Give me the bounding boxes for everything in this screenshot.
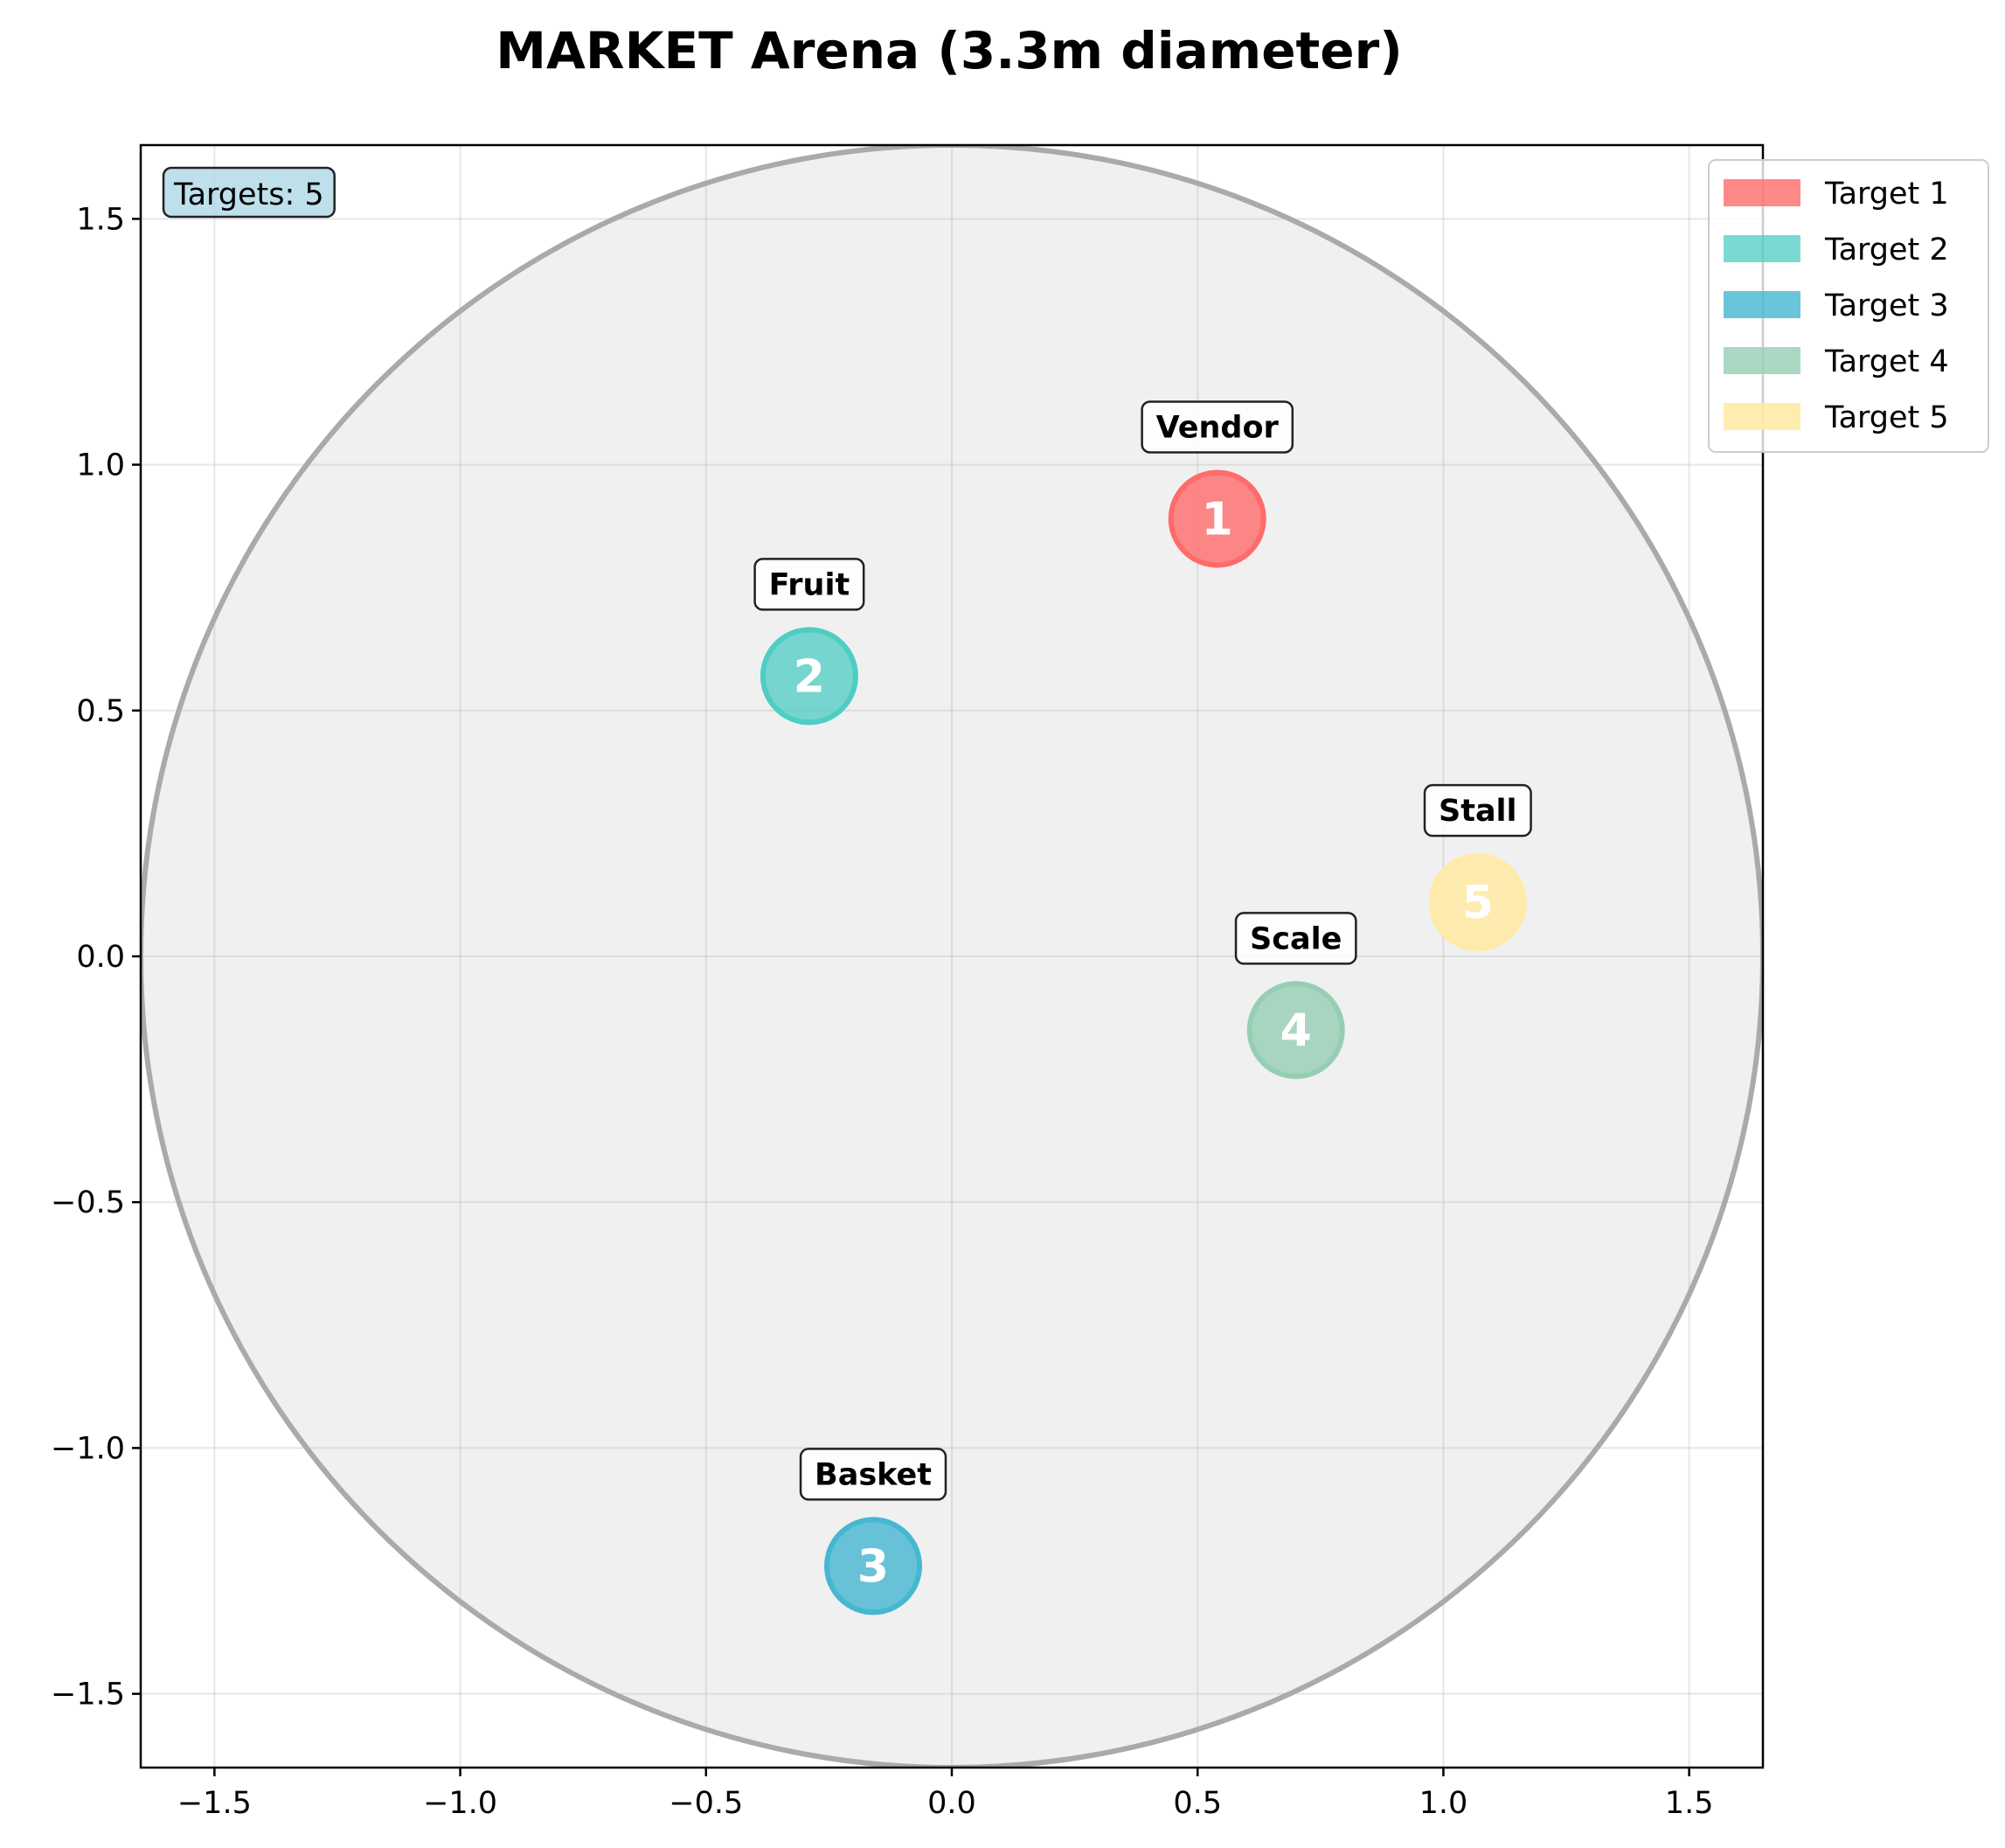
target-count-badge: Targets: 5 [162,166,336,219]
x-tick-label: 1.5 [1665,1786,1714,1821]
target-5: 5 Stall [1423,783,1532,952]
target-marker [1168,469,1266,568]
target-label-text: Basket [815,1457,932,1492]
target-label: Fruit [753,558,865,611]
target-label: Scale [1234,912,1357,965]
target-label-box [1234,912,1357,965]
target-1: 1 Vendor [1141,400,1294,568]
x-tick-label: 1.0 [1419,1786,1468,1821]
legend-swatch [1724,347,1800,374]
y-tick-label: −1.0 [51,1431,125,1466]
y-tick-label: −0.5 [51,1185,125,1220]
legend-label: Target 2 [1824,233,1949,267]
target-label: Stall [1423,783,1532,837]
legend-label: Target 1 [1824,177,1949,212]
y-tick-label: 0.5 [76,694,125,729]
target-3: 3 Basket [799,1448,947,1615]
target-count-text: Targets: 5 [173,177,324,212]
x-tick-label: 0.5 [1173,1786,1222,1821]
target-label-text: Vendor [1156,410,1280,445]
target-label-box [753,558,865,611]
legend-label: Target 3 [1824,288,1949,323]
legend: Target 1 Target 2 Target 3 Target 4 Target 5 [1708,159,1989,453]
target-label: Vendor [1141,400,1294,454]
grid [141,145,1763,1768]
y-tick-label: −1.5 [51,1678,125,1713]
legend-frame [1708,159,1989,453]
x-tick-label: −0.5 [669,1786,743,1821]
target-label-box [1423,783,1532,837]
target-4: 4 Scale [1234,912,1357,1080]
legend-label: Target 4 [1824,344,1949,379]
x-tick-label: −1.0 [423,1786,497,1821]
target-label-box [1141,400,1294,454]
y-tick-label: 0.0 [76,940,125,975]
target-marker [824,1517,923,1615]
legend-swatch [1724,403,1800,430]
target-label-box [799,1448,947,1501]
target-marker [760,627,858,726]
target-number: 1 [1202,493,1233,545]
target-number: 4 [1280,1004,1312,1057]
target-label: Basket [799,1448,947,1501]
target-label-text: Scale [1250,921,1342,956]
y-tick-label: 1.5 [76,202,125,237]
target-number: 2 [794,650,825,703]
arena-boundary [141,145,1763,1768]
target-label-text: Stall [1439,794,1517,829]
legend-swatch [1724,235,1800,262]
target-number: 3 [857,1540,889,1593]
target-label-text: Fruit [769,567,850,602]
x-tick-label: −1.5 [177,1786,252,1821]
target-marker [1246,981,1345,1080]
target-marker [1428,853,1527,952]
target-2: 2 Fruit [753,558,865,726]
target-number: 5 [1462,877,1494,929]
legend-swatch [1724,291,1800,318]
target-count-box [162,166,336,219]
legend-swatch [1724,179,1800,206]
x-tick-label: 0.0 [927,1786,976,1821]
y-tick-label: 1.0 [76,448,125,483]
chart-title: MARKET Arena (3.3m diameter) [496,21,1402,80]
legend-label: Target 5 [1824,400,1949,435]
